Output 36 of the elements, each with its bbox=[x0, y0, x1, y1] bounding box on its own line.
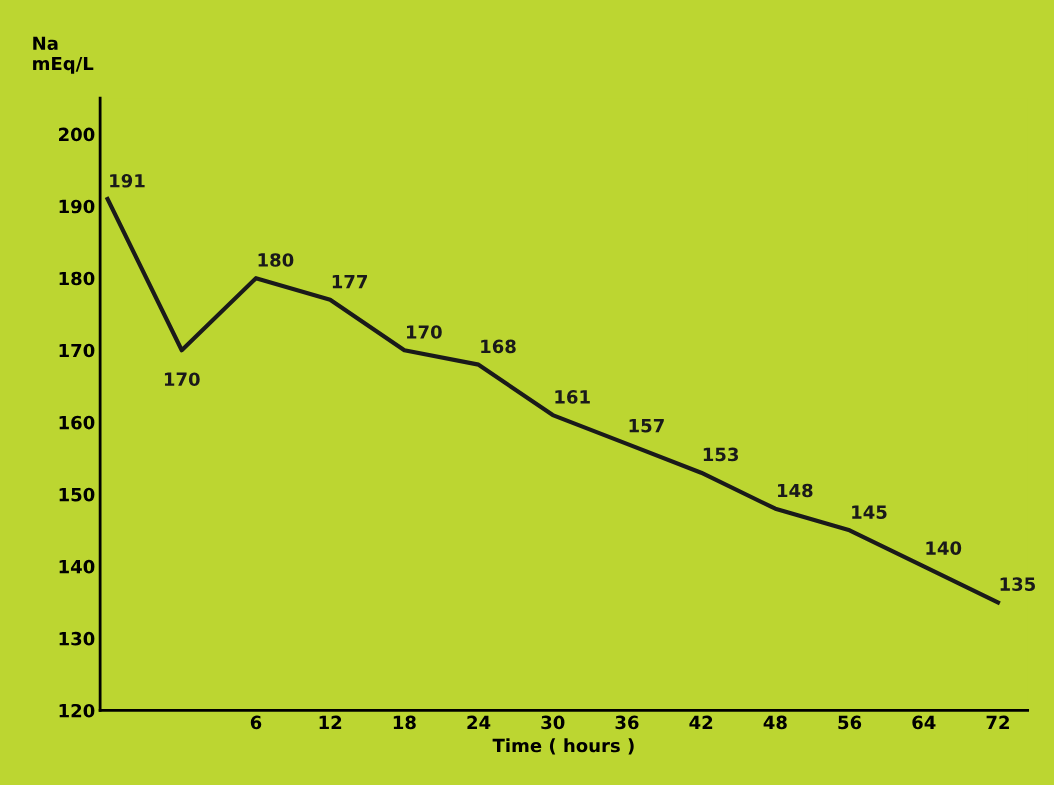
data-label: 148 bbox=[778, 483, 813, 498]
y-tick-label: 150 bbox=[59, 487, 95, 502]
data-label: 170 bbox=[164, 372, 200, 387]
data-label: 145 bbox=[852, 505, 887, 519]
x-tick-label: 24 bbox=[467, 715, 491, 730]
x-tick-label: 12 bbox=[319, 715, 342, 730]
data-label: 135 bbox=[1000, 577, 1035, 591]
data-label: 140 bbox=[926, 541, 962, 555]
y-axis-title: Na mEq/L bbox=[33, 36, 94, 74]
y-tick-label: 200 bbox=[59, 127, 95, 142]
x-tick-label: 42 bbox=[689, 715, 713, 730]
data-label: 170 bbox=[406, 325, 442, 339]
x-tick-label: 6 bbox=[250, 715, 262, 730]
y-tick-label: 120 bbox=[59, 703, 95, 718]
y-tick-label: 130 bbox=[59, 631, 95, 646]
x-tick-label: 64 bbox=[912, 715, 936, 730]
x-tick-label: 56 bbox=[838, 715, 862, 730]
data-label: 177 bbox=[332, 274, 368, 289]
data-label: 157 bbox=[629, 419, 664, 433]
data-label: 180 bbox=[258, 253, 294, 267]
y-tick-label: 190 bbox=[59, 199, 95, 214]
data-label: 168 bbox=[481, 339, 516, 354]
data-label: 153 bbox=[703, 447, 739, 462]
y-tick-label: 160 bbox=[59, 415, 95, 430]
x-tick-label: 30 bbox=[541, 715, 565, 730]
x-axis-title: Time ( hours ) bbox=[492, 738, 634, 755]
line-series bbox=[105, 196, 1001, 605]
y-tick-label: 140 bbox=[59, 559, 95, 574]
x-tick-label: 36 bbox=[615, 715, 639, 730]
y-tick-label: 180 bbox=[59, 271, 95, 286]
data-label: 161 bbox=[555, 390, 590, 404]
x-tick-label: 18 bbox=[393, 715, 416, 730]
x-tick-label: 72 bbox=[986, 715, 1009, 730]
x-tick-label: 48 bbox=[763, 715, 787, 730]
y-tick-label: 170 bbox=[59, 343, 95, 358]
data-label: 191 bbox=[110, 173, 145, 188]
